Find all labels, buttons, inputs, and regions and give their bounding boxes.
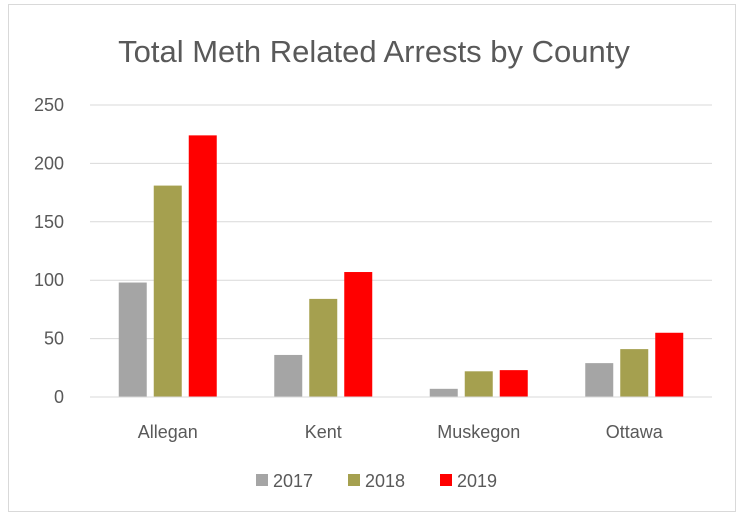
- bar-allegan-2019: [188, 135, 217, 398]
- legend: 2017 2018 2019: [256, 471, 497, 491]
- bar-allegan-2017: [118, 282, 147, 397]
- y-tick-label: 200: [34, 153, 64, 173]
- legend-swatch-2019: [440, 474, 452, 486]
- legend-label: 2019: [457, 471, 497, 491]
- y-tick-label: 150: [34, 212, 64, 232]
- x-axis-ticks: Allegan Kent Muskegon Ottawa: [138, 422, 664, 442]
- bar-kent-2017: [274, 354, 303, 397]
- y-tick-label: 0: [54, 387, 64, 407]
- bar-ottawa-2018: [620, 349, 649, 397]
- x-tick-label: Allegan: [138, 422, 198, 442]
- y-axis-ticks: 0 50 100 150 200 250: [34, 95, 64, 407]
- legend-label: 2018: [365, 471, 405, 491]
- x-tick-label: Ottawa: [606, 422, 664, 442]
- legend-swatch-2018: [348, 474, 360, 486]
- bar-muskegon-2017: [429, 388, 458, 397]
- bar-allegan-2018: [153, 185, 182, 397]
- legend-swatch-2017: [256, 474, 268, 486]
- bar-ottawa-2019: [655, 332, 684, 397]
- bars: [118, 135, 684, 398]
- legend-label: 2017: [273, 471, 313, 491]
- y-tick-label: 250: [34, 95, 64, 115]
- chart-title: Total Meth Related Arrests by County: [118, 34, 630, 69]
- y-tick-label: 50: [44, 329, 64, 349]
- bar-ottawa-2017: [585, 363, 614, 397]
- bar-kent-2018: [309, 298, 338, 397]
- bar-kent-2019: [344, 272, 373, 397]
- x-tick-label: Kent: [305, 422, 342, 442]
- chart-area: [8, 4, 736, 512]
- y-tick-label: 100: [34, 270, 64, 290]
- bar-muskegon-2018: [464, 371, 493, 397]
- x-tick-label: Muskegon: [437, 422, 520, 442]
- bar-muskegon-2019: [499, 370, 528, 397]
- gridlines: [90, 104, 712, 340]
